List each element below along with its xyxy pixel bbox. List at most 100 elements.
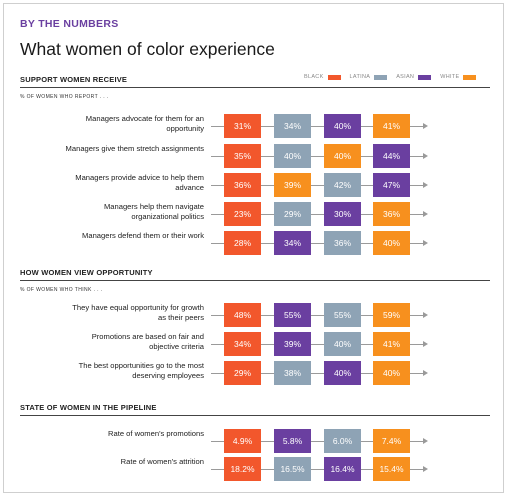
data-row: Managers defend them or their work 28% 34%… <box>4 231 505 255</box>
legend-swatch <box>327 74 341 80</box>
row-label: Managers provide advice to help them adv… <box>75 173 204 192</box>
row-label: The best opportunities go to the most de… <box>78 361 204 380</box>
row-axis-line <box>211 343 425 345</box>
value-cell-black: 4.9% <box>224 429 261 453</box>
value-cell-latina: 16.5% <box>274 457 311 481</box>
page-title: What women of color experience <box>20 39 275 59</box>
value-cell-white: 40% <box>373 231 410 255</box>
data-row: The best opportunities go to the most de… <box>4 361 505 385</box>
value-cell-asian: 40% <box>324 114 361 138</box>
value-cell-latina: 55% <box>324 303 361 327</box>
row-axis-line <box>211 184 425 186</box>
value-cell-black: 48% <box>224 303 261 327</box>
value-cell-white: 41% <box>373 332 410 356</box>
value-cell-black: 31% <box>224 114 261 138</box>
value-cell-asian: 47% <box>373 173 410 197</box>
value-cell-black: 34% <box>224 332 261 356</box>
row-axis-line <box>211 242 425 244</box>
arrow-right-icon <box>423 239 428 246</box>
legend-item-white: WHITE <box>440 74 477 80</box>
legend-item-black: BLACK <box>304 74 341 80</box>
row-axis-line <box>211 213 425 215</box>
legend-swatch <box>418 74 432 80</box>
section-divider <box>20 415 490 416</box>
section-divider <box>20 280 490 281</box>
value-cell-black: 35% <box>224 144 261 168</box>
row-label: Managers advocate for them for an opport… <box>85 114 204 133</box>
data-row: Promotions are based on fair and objecti… <box>4 332 505 356</box>
arrow-right-icon <box>423 122 428 129</box>
value-cell-asian: 30% <box>324 202 361 226</box>
arrow-right-icon <box>423 340 428 347</box>
arrow-right-icon <box>423 369 428 376</box>
value-cell-black: 36% <box>224 173 261 197</box>
arrow-right-icon <box>423 311 428 318</box>
data-row: Managers advocate for them for an opport… <box>4 114 505 138</box>
value-cell-white: 7.4% <box>373 429 410 453</box>
arrow-right-icon <box>423 152 428 159</box>
value-cell-white: 15.4% <box>373 457 410 481</box>
row-label: They have equal opportunity for growth a… <box>72 303 204 322</box>
data-row: Managers provide advice to help them adv… <box>4 173 505 197</box>
value-cell-latina: 38% <box>274 361 311 385</box>
value-cell-asian: 5.8% <box>274 429 311 453</box>
row-axis-line <box>211 372 425 374</box>
data-row: Managers give them stretch assignments 35… <box>4 144 505 168</box>
data-row: They have equal opportunity for growth a… <box>4 303 505 327</box>
legend-item-asian: ASIAN <box>396 74 432 80</box>
section-subtitle-support: % OF WOMEN WHO REPORT . . . <box>20 94 109 100</box>
row-label: Managers help them navigate organization… <box>103 202 204 221</box>
row-label: Promotions are based on fair and objecti… <box>91 332 204 351</box>
value-cell-asian: 39% <box>274 332 311 356</box>
value-cell-asian: 44% <box>373 144 410 168</box>
value-cell-latina: 40% <box>274 144 311 168</box>
value-cell-asian: 55% <box>274 303 311 327</box>
value-cell-latina: 29% <box>274 202 311 226</box>
value-cell-white: 59% <box>373 303 410 327</box>
legend-label: LATINA <box>349 74 371 80</box>
row-axis-line <box>211 440 425 442</box>
value-cell-white: 40% <box>373 361 410 385</box>
legend: BLACK LATINA ASIAN WHITE <box>304 74 477 80</box>
value-cell-asian: 40% <box>324 361 361 385</box>
row-axis-line <box>211 468 425 470</box>
section-divider <box>20 87 490 88</box>
value-cell-latina: 36% <box>324 231 361 255</box>
data-row: Managers help them navigate organization… <box>4 202 505 226</box>
value-cell-latina: 42% <box>324 173 361 197</box>
legend-item-latina: LATINA <box>350 74 388 80</box>
legend-swatch <box>463 74 477 80</box>
value-cell-black: 28% <box>224 231 261 255</box>
data-row: Rate of women's promotions 4.9% 5.8% 6.0% 7.… <box>4 429 505 453</box>
section-subtitle-opportunity: % OF WOMEN WHO THINK . . . <box>20 287 103 293</box>
value-cell-white: 39% <box>274 173 311 197</box>
section-title-pipeline: STATE OF WOMEN IN THE PIPELINE <box>20 403 157 412</box>
value-cell-white: 41% <box>373 114 410 138</box>
row-label: Managers defend them or their work <box>82 231 204 240</box>
value-cell-latina: 34% <box>274 114 311 138</box>
row-label: Managers give them stretch assignments <box>65 144 204 153</box>
value-cell-black: 29% <box>224 361 261 385</box>
value-cell-white: 36% <box>373 202 410 226</box>
section-title-opportunity: HOW WOMEN VIEW OPPORTUNITY <box>20 268 153 277</box>
kicker: BY THE NUMBERS <box>20 18 119 30</box>
arrow-right-icon <box>423 181 428 188</box>
infographic-frame: BY THE NUMBERS What women of color exper… <box>3 3 504 493</box>
value-cell-latina: 40% <box>324 332 361 356</box>
value-cell-latina: 6.0% <box>324 429 361 453</box>
legend-label: BLACK <box>304 74 324 80</box>
value-cell-white: 40% <box>324 144 361 168</box>
arrow-right-icon <box>423 210 428 217</box>
row-label: Rate of women's attrition <box>120 457 204 466</box>
legend-label: ASIAN <box>396 74 415 80</box>
arrow-right-icon <box>423 437 428 444</box>
value-cell-asian: 16.4% <box>324 457 361 481</box>
legend-swatch <box>374 74 388 80</box>
row-axis-line <box>211 125 425 127</box>
value-cell-asian: 34% <box>274 231 311 255</box>
data-row: Rate of women's attrition 18.2% 16.5% 16.4%… <box>4 457 505 481</box>
value-cell-black: 23% <box>224 202 261 226</box>
row-axis-line <box>211 155 425 157</box>
value-cell-black: 18.2% <box>224 457 261 481</box>
arrow-right-icon <box>423 465 428 472</box>
